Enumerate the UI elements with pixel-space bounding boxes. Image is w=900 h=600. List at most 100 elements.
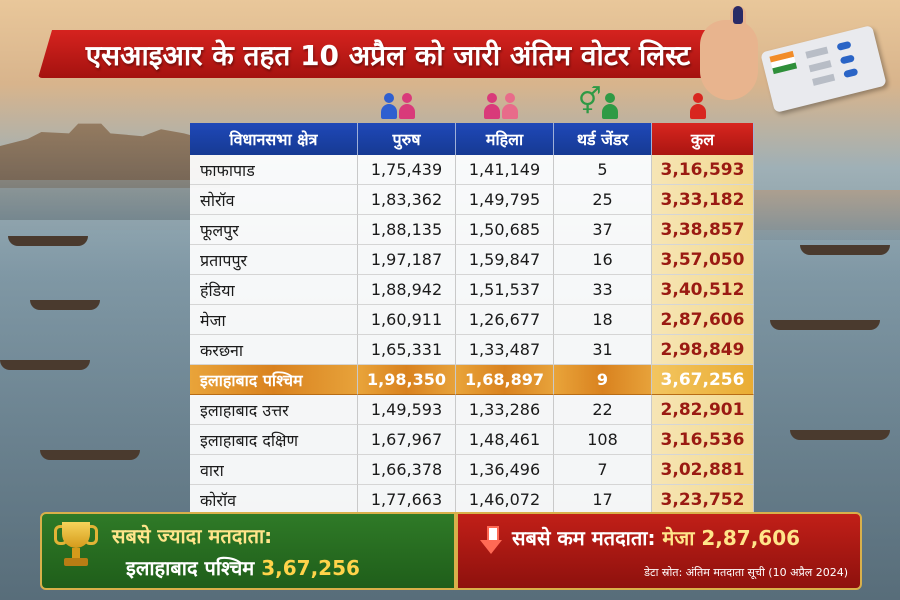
male-cell: 1,65,331 — [358, 335, 456, 365]
evm-slot — [805, 46, 829, 59]
male-cell: 1,83,362 — [358, 185, 456, 215]
female-people-icon — [399, 93, 415, 119]
third-gender-cell: 16 — [554, 245, 652, 275]
highest-constituency: इलाहाबाद पश्चिम 3,67,256 — [126, 554, 360, 581]
crowd-right — [750, 190, 900, 240]
table-row: कोरॉव 1,77,663 1,46,072 17 3,23,752 — [190, 485, 754, 515]
highest-voters-panel: सबसे ज्यादा मतदाता: इलाहाबाद पश्चिम 3,67… — [40, 512, 456, 590]
lowest-value: मेजा 2,87,606 — [662, 526, 801, 550]
male-cell: 1,98,350 — [358, 365, 456, 395]
down-arrow-icon — [480, 526, 502, 554]
third-gender-cell: 25 — [554, 185, 652, 215]
constituency-cell: फाफापाड — [190, 155, 358, 185]
male-cell: 1,75,439 — [358, 155, 456, 185]
female-cell: 1,26,677 — [456, 305, 554, 335]
constituency-cell: वारा — [190, 455, 358, 485]
total-cell: 2,98,849 — [652, 335, 754, 365]
constituency-cell: करछना — [190, 335, 358, 365]
page-title: एसआइआर के तहत 10 अप्रैल को जारी अंतिम वो… — [85, 39, 691, 72]
table-row: फूलपुर 1,88,135 1,50,685 37 3,38,857 — [190, 215, 754, 245]
constituency-cell: मेजा — [190, 305, 358, 335]
third-gender-cell: 37 — [554, 215, 652, 245]
constituency-cell: इलाहाबाद उत्तर — [190, 395, 358, 425]
male-cell: 1,67,967 — [358, 425, 456, 455]
male-cell: 1,66,378 — [358, 455, 456, 485]
male-cell: 1,88,135 — [358, 215, 456, 245]
male-cell: 1,60,911 — [358, 305, 456, 335]
ink-mark-icon — [733, 6, 743, 24]
table-row: करछना 1,65,331 1,33,487 31 2,98,849 — [190, 335, 754, 365]
header-third-gender: थर्ड जेंडर — [554, 123, 652, 155]
gender-symbol-icon: ⚥ — [578, 87, 602, 117]
third-gender-cell: 7 — [554, 455, 652, 485]
female-cell: 1,68,897 — [456, 365, 554, 395]
header-constituency: विधानसभा क्षेत्र — [190, 123, 358, 155]
evm-slot — [812, 73, 836, 86]
evm-slot — [808, 60, 832, 73]
data-source-note: डेटा स्रोत: अंतिम मतदाता सूची (10 अप्रैल… — [644, 566, 848, 579]
boat — [0, 360, 90, 370]
total-cell: 3,33,182 — [652, 185, 754, 215]
constituency-cell: प्रतापपुर — [190, 245, 358, 275]
table-row: मेजा 1,60,911 1,26,677 18 2,87,606 — [190, 305, 754, 335]
third-gender-cell: 17 — [554, 485, 652, 515]
third-gender-cell: 18 — [554, 305, 652, 335]
female-cell: 1,49,795 — [456, 185, 554, 215]
table-row: हंडिया 1,88,942 1,51,537 33 3,40,512 — [190, 275, 754, 305]
total-cell: 3,23,752 — [652, 485, 754, 515]
constituency-cell: फूलपुर — [190, 215, 358, 245]
total-cell: 2,82,901 — [652, 395, 754, 425]
female-cell: 1,46,072 — [456, 485, 554, 515]
total-cell: 3,16,593 — [652, 155, 754, 185]
voter-hand-illustration — [700, 6, 758, 100]
total-cell: 3,40,512 — [652, 275, 754, 305]
boat — [800, 245, 890, 255]
constituency-cell: सोरॉव — [190, 185, 358, 215]
lowest-voters-panel: सबसे कम मतदाता: मेजा 2,87,606 डेटा स्रोत… — [456, 512, 862, 590]
third-gender-cell: 33 — [554, 275, 652, 305]
female-cell: 1,36,496 — [456, 455, 554, 485]
boat — [30, 300, 100, 310]
constituency-cell: कोरॉव — [190, 485, 358, 515]
header-total: कुल — [652, 123, 754, 155]
lowest-text: सबसे कम मतदाता: मेजा 2,87,606 — [512, 524, 800, 551]
lowest-label: सबसे कम मतदाता: — [512, 526, 656, 550]
female-cell: 1,50,685 — [456, 215, 554, 245]
table-header-row: विधानसभा क्षेत्र पुरुष महिला थर्ड जेंडर … — [190, 123, 754, 155]
male-people-icon — [381, 93, 397, 119]
total-cell: 3,57,050 — [652, 245, 754, 275]
title-banner: एसआइआर के तहत 10 अप्रैल को जारी अंतिम वो… — [38, 30, 738, 78]
header-female: महिला — [456, 123, 554, 155]
table-row: फाफापाड 1,75,439 1,41,149 5 3,16,593 — [190, 155, 754, 185]
table-row: वारा 1,66,378 1,36,496 7 3,02,881 — [190, 455, 754, 485]
highest-label: सबसे ज्यादा मतदाता: — [112, 524, 273, 548]
evm-button — [839, 54, 856, 65]
total-cell: 3,02,881 — [652, 455, 754, 485]
voter-table: विधानसभा क्षेत्र पुरुष महिला थर्ड जेंडर … — [190, 123, 754, 515]
highest-value: 3,67,256 — [261, 556, 360, 580]
trophy-icon — [54, 522, 98, 574]
female-people-icon — [484, 93, 500, 119]
total-cell: 2,87,606 — [652, 305, 754, 335]
total-cell: 3,38,857 — [652, 215, 754, 245]
female-cell: 1,33,487 — [456, 335, 554, 365]
boat — [770, 320, 880, 330]
boat — [790, 430, 890, 440]
header-male: पुरुष — [358, 123, 456, 155]
evm-button — [836, 40, 852, 51]
boat — [8, 236, 88, 246]
evm-button — [843, 67, 859, 79]
boat — [40, 450, 140, 460]
highlighted-table-row: इलाहाबाद पश्चिम 1,98,350 1,68,897 9 3,67… — [190, 365, 754, 395]
male-cell: 1,88,942 — [358, 275, 456, 305]
female-cell: 1,59,847 — [456, 245, 554, 275]
constituency-cell: हंडिया — [190, 275, 358, 305]
female-people-icon — [502, 93, 518, 119]
person-icon — [602, 93, 618, 119]
male-cell: 1,77,663 — [358, 485, 456, 515]
third-gender-cell: 108 — [554, 425, 652, 455]
female-cell: 1,51,537 — [456, 275, 554, 305]
table-row: इलाहाबाद उत्तर 1,49,593 1,33,286 22 2,82… — [190, 395, 754, 425]
male-cell: 1,97,187 — [358, 245, 456, 275]
third-gender-cell: 22 — [554, 395, 652, 425]
